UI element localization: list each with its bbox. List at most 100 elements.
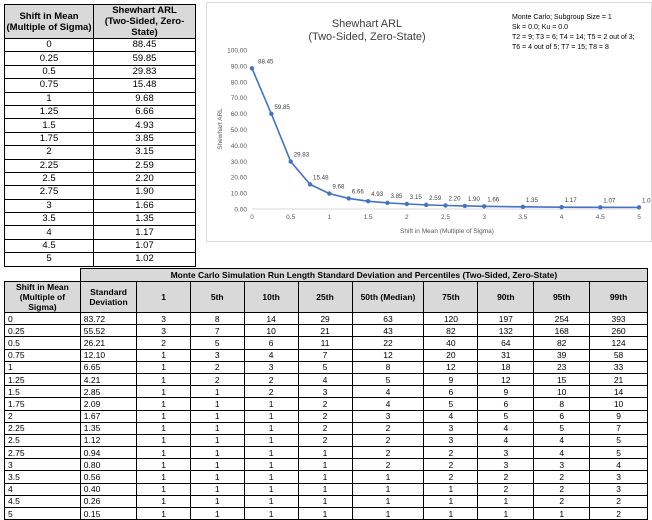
percentile-table-cell: 2 [189, 360, 245, 374]
percentile-table-cell: 1 [189, 494, 245, 509]
percentile-table-cell: 21 [589, 372, 648, 387]
percentile-table-cell: 1 [136, 385, 191, 399]
percentile-table-cell-shift: 4 [4, 482, 81, 496]
percentile-table-cell: 20 [423, 348, 479, 362]
percentile-table-cell: 4 [423, 409, 479, 423]
percentile-table-cell: 254 [533, 311, 591, 326]
arl-table-cell-shift: 5 [4, 252, 94, 267]
percentile-table-cell: 5 [533, 421, 591, 435]
percentile-table-cell: 9 [589, 409, 648, 423]
arl-table-row: 5 1.02 [4, 252, 196, 267]
arl-table-row: 2 3.15 [4, 145, 196, 160]
percentile-table-cell: 1 [297, 482, 353, 496]
percentile-table-cell: 1.67 [79, 409, 138, 423]
percentile-table-cell: 1 [136, 446, 191, 460]
percentile-table-cell: 1.35 [79, 421, 138, 435]
percentile-table-cell-shift: 1.25 [4, 372, 81, 387]
percentile-table-cell: 260 [589, 324, 648, 338]
percentile-table-cell: 2 [351, 446, 425, 460]
percentile-table-row: 2.25 1.35 1 1 1 2 2 3 4 5 7 [4, 421, 648, 435]
percentile-table-cell: 4.21 [79, 372, 138, 387]
percentile-table-header-cell: 75th [423, 281, 479, 313]
arl-table-cell-shift: 0.25 [4, 51, 94, 66]
arl-table-row: 3 1.66 [4, 198, 196, 214]
percentile-table-cell: 1 [533, 506, 591, 520]
percentile-table-cell: 1 [297, 506, 353, 520]
percentile-table-cell: 63 [351, 311, 425, 326]
percentile-table-cell: 1 [297, 446, 353, 460]
percentile-table-row: 0.5 26.21 2 5 6 11 22 40 64 82 124 [4, 336, 648, 350]
chart-data-label: 29.83 [294, 152, 310, 159]
chart-data-label: 88.45 [258, 58, 274, 65]
percentile-table-cell: 43 [351, 324, 425, 338]
percentile-table-cell: 1 [423, 506, 479, 520]
percentile-table-row: 1.75 2.09 1 1 1 2 4 5 6 8 10 [4, 397, 648, 411]
percentile-table-cell-shift: 4.5 [4, 494, 81, 509]
arl-table-cell-shift: 1.5 [4, 118, 94, 133]
percentile-table-header-cell: Shift in Mean (Multiple of Sigma) [4, 281, 81, 313]
percentile-table-cell-shift: 2.75 [4, 446, 81, 460]
chart-data-label: 3.85 [390, 193, 403, 200]
percentile-table-cell: 2 [533, 470, 591, 484]
chart-annotation-line-4: T6 = 4 out of 5; T7 = 15; T8 = 8 [512, 44, 609, 51]
chart-data-point [385, 200, 390, 206]
percentile-table-cell: 2 [243, 385, 299, 399]
arl-table-cell-arl: 1.35 [93, 212, 196, 227]
percentile-table-cell: 1 [136, 458, 191, 472]
percentile-table-cell: 2 [477, 470, 535, 484]
chart-x-axis-label: Shift in Mean (Multiple of Sigma) [400, 228, 494, 235]
arl-table-cell-arl: 59.85 [93, 51, 196, 66]
percentile-table-row: 3 0.80 1 1 1 1 2 2 3 3 4 [4, 458, 648, 472]
arl-table-cell-arl: 4.93 [93, 118, 196, 133]
chart-data-point [346, 196, 351, 201]
chart-data-label: 6.66 [352, 188, 365, 195]
percentile-table-header-cell: 25th [297, 281, 353, 313]
chart-x-tick-label: 5 [637, 214, 641, 221]
arl-table-cell-arl: 2.59 [93, 158, 196, 173]
percentile-table-cell: 3 [297, 385, 353, 399]
percentile-table-row: 4 0.40 1 1 1 1 1 1 2 2 3 [4, 482, 648, 496]
percentile-table-cell: 14 [243, 311, 299, 326]
percentile-table-cell: 10 [533, 385, 591, 399]
percentile-table-cell: 1 [136, 360, 191, 374]
percentile-table-cell: 124 [589, 336, 648, 350]
percentile-table-cell: 393 [589, 311, 648, 326]
arl-table-row: 0.5 29.83 [4, 64, 196, 80]
percentile-table-cell: 2 [297, 433, 353, 448]
percentile-table-row: 1.5 2.85 1 1 2 3 4 6 9 10 14 [4, 385, 648, 399]
percentile-table-cell: 2 [189, 372, 245, 387]
arl-table-row: 4.5 1.07 [4, 238, 196, 254]
chart-data-point [482, 204, 487, 209]
percentile-table-cell: 2 [297, 421, 353, 435]
percentile-table-row: 0.25 55.52 3 7 10 21 43 82 132 168 260 [4, 324, 648, 338]
chart-title: Shewhart ARL [332, 18, 402, 30]
percentile-table-cell: 0.40 [79, 482, 138, 496]
chart-data-label: 2.20 [449, 196, 462, 203]
arl-table-cell-shift: 4 [4, 225, 94, 240]
percentile-table-cell: 132 [477, 324, 535, 338]
arl-table-body: 0 88.45 0.25 59.85 0.5 29.83 0.75 15.48 1 9.68 1.2… [4, 37, 196, 267]
arl-table-cell-arl: 1.66 [93, 198, 196, 214]
percentile-table-cell: 5 [477, 409, 535, 423]
percentile-table-cell: 6 [533, 409, 591, 423]
percentile-table-cell-shift: 3 [4, 458, 81, 472]
percentile-table-cell: 18 [477, 360, 535, 374]
percentile-table-cell: 40 [423, 336, 479, 350]
chart-data-point [404, 201, 409, 207]
percentile-table-row: 2.5 1.12 1 1 1 2 2 3 4 4 5 [4, 433, 648, 448]
percentile-table-header-cell: 90th [477, 281, 535, 313]
percentile-table-cell: 1 [243, 470, 299, 484]
percentile-table-cell-shift: 0.75 [4, 348, 81, 362]
percentile-table-cell: 1 [136, 482, 191, 496]
percentile-table-cell: 3 [351, 409, 425, 423]
percentile-table-row: 4.5 0.26 1 1 1 1 1 1 1 2 2 [4, 494, 648, 509]
percentile-table-cell: 82 [533, 336, 591, 350]
chart-y-tick-label: 30.00 [231, 159, 248, 166]
arl-table-cell-arl: 1.07 [93, 238, 196, 254]
percentile-table-row: 3.5 0.56 1 1 1 1 1 2 2 2 3 [4, 470, 648, 484]
percentile-table-cell: 1 [243, 397, 299, 411]
percentile-table-cell: 22 [351, 336, 425, 350]
chart-data-label: 1.17 [565, 197, 578, 204]
arl-table-cell-shift: 3 [4, 198, 94, 214]
chart-data-point [443, 203, 448, 208]
